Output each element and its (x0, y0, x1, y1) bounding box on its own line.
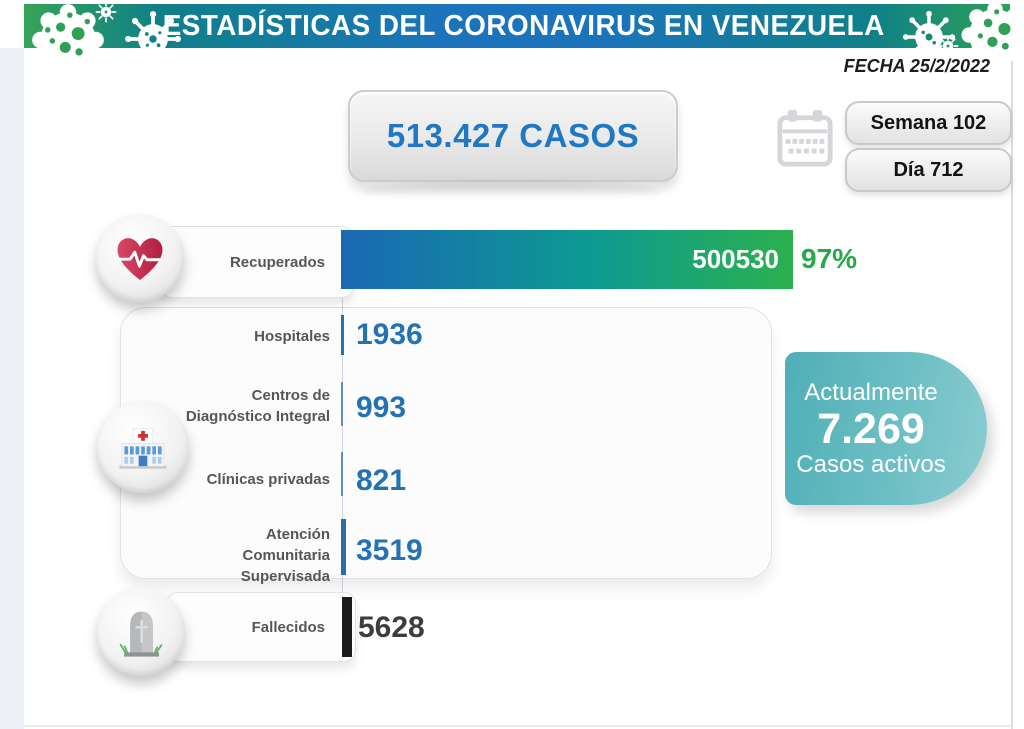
tombstone-icon (119, 611, 163, 657)
bottom-edge-line (24, 725, 1011, 727)
deceased-value: 5628 (358, 611, 425, 644)
day-label: Día 712 (893, 158, 964, 181)
active-cases-intro: Actualmente (804, 378, 938, 406)
deceased-label: Fallecidos (251, 618, 325, 636)
day-badge: Día 712 (845, 148, 1012, 192)
facility-label-hospitales: Hospitales (254, 328, 330, 345)
total-cases-value: 513.427 CASOS (386, 117, 640, 154)
page-title: ESTADÍSTICAS DEL CORONAVIRUS EN VENEZUEL… (162, 10, 885, 42)
deceased-icon-circle (97, 588, 185, 676)
active-cases-caption: Casos activos (796, 450, 946, 478)
total-cases-box: 513.427 CASOS (348, 90, 678, 182)
facility-value-hospitales: 1936 (356, 318, 423, 351)
facility-mini-bar (341, 452, 343, 496)
active-cases-value: 7.269 (817, 404, 925, 453)
facility-value-cdi: 993 (356, 391, 407, 424)
recovered-label-box: Recuperados (160, 226, 354, 298)
total-cases-reflection (362, 182, 660, 200)
active-cases-callout: Actualmente 7.269 Casos activos (785, 352, 987, 505)
value-axis-line (342, 230, 343, 662)
facility-value-acs: 3519 (356, 534, 423, 567)
facility-mini-bar (341, 519, 346, 575)
heart-pulse-icon (117, 238, 163, 281)
calendar-icon (777, 110, 833, 167)
date-label: FECHA 25/2/2022 (843, 56, 990, 76)
facility-label-acs: Atención Comunitaria Supervisada (240, 526, 330, 585)
week-label: Semana 102 (870, 111, 987, 134)
facility-mini-bar (341, 382, 343, 426)
facilities-icon-circle (97, 401, 189, 493)
hospital-icon (119, 428, 167, 469)
recovered-label: Recuperados (229, 253, 325, 271)
recovered-icon-circle (96, 214, 184, 302)
facility-value-clinicas: 821 (356, 464, 407, 497)
week-badge: Semana 102 (845, 101, 1012, 145)
facility-label-cdi: Centros de Diagnóstico Integral (185, 387, 330, 425)
recovered-percent: 97% (801, 243, 858, 274)
deceased-mini-bar (342, 597, 352, 657)
recovered-bar: 500530 (341, 230, 793, 289)
left-margin-strip (0, 48, 24, 729)
header-banner: ESTADÍSTICAS DEL CORONAVIRUS EN VENEZUEL… (24, 4, 1010, 48)
right-edge-line (1011, 54, 1013, 729)
recovered-value: 500530 (692, 244, 779, 274)
facility-mini-bar (341, 315, 344, 355)
facility-label-clinicas: Clínicas privadas (206, 471, 330, 488)
deceased-label-box: Fallecidos (166, 592, 356, 662)
